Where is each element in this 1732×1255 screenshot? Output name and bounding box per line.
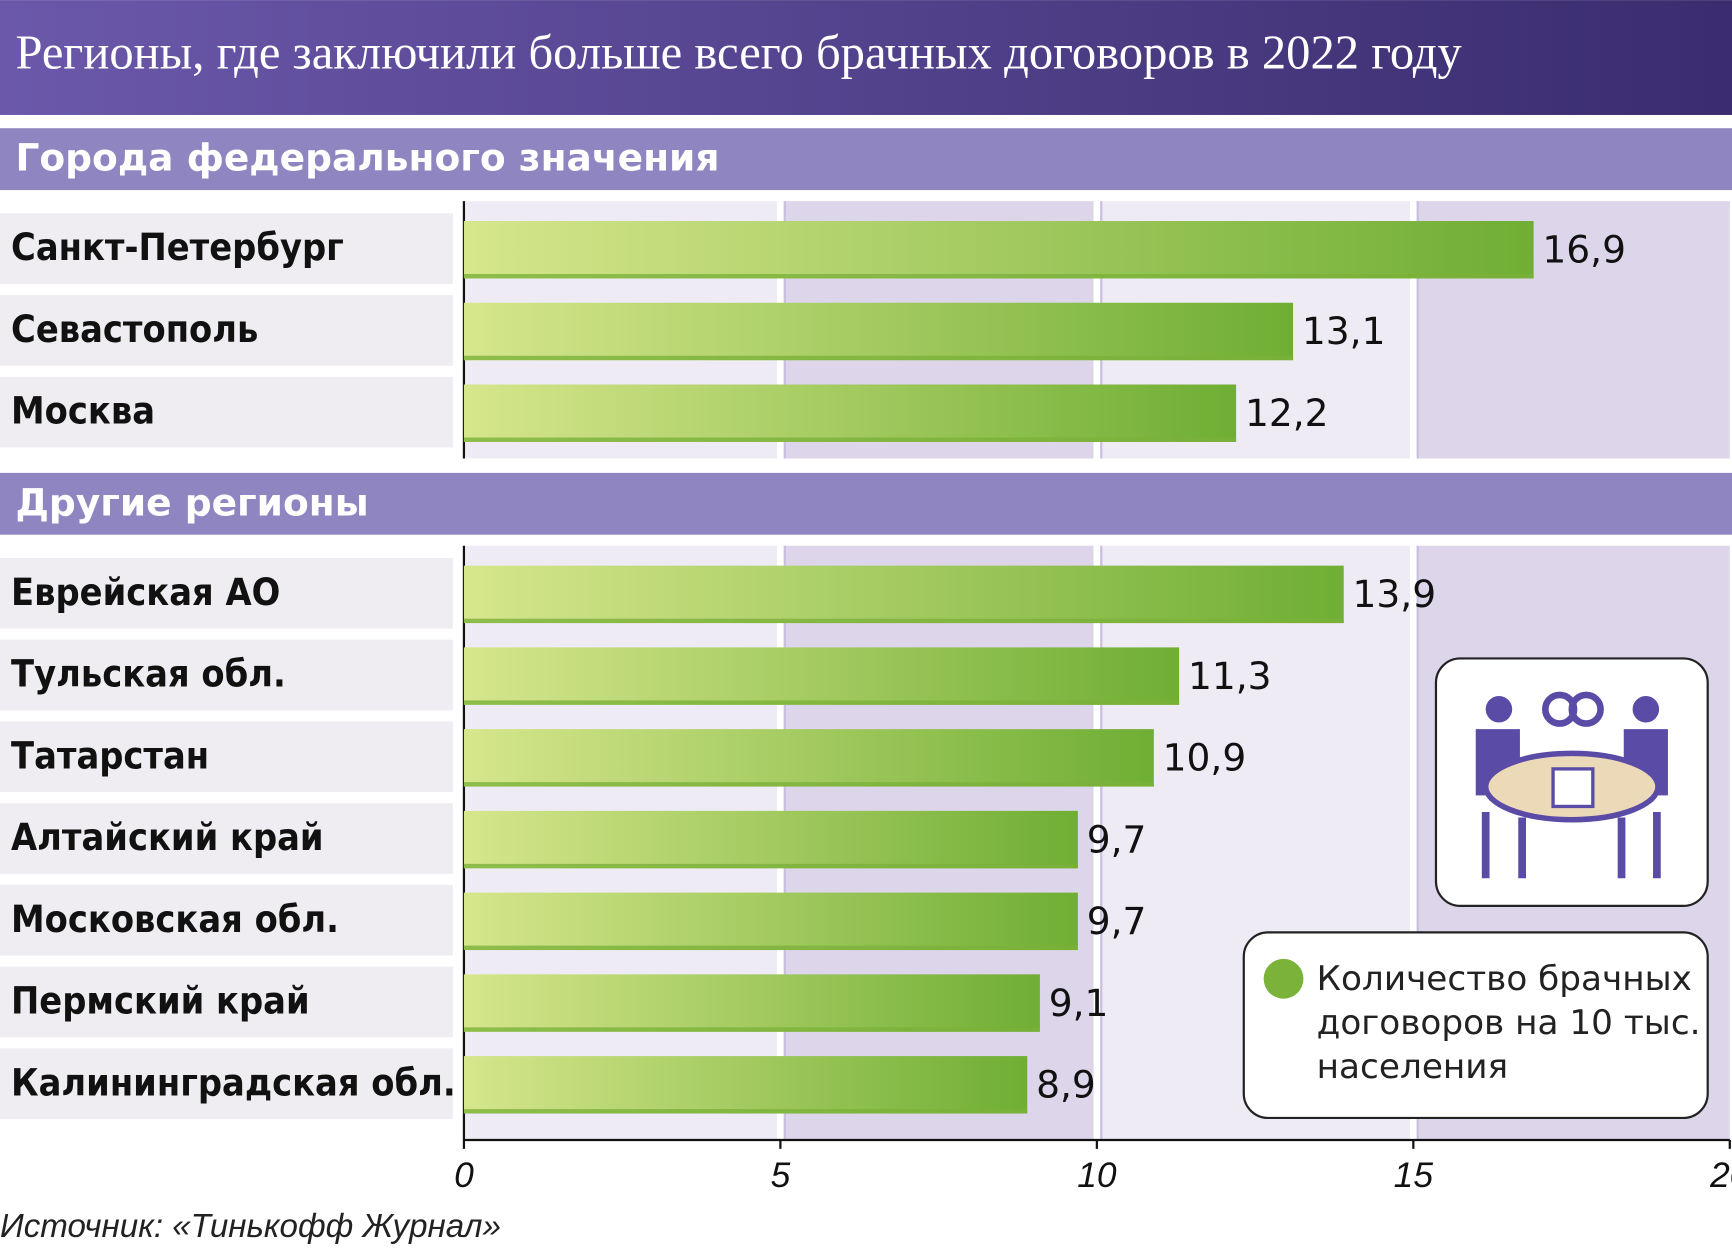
- bar: [463, 974, 1040, 1032]
- bar: [463, 302, 1294, 361]
- category-label: Еврейская АО: [11, 570, 280, 614]
- x-tick-label: 15: [1394, 1156, 1434, 1195]
- icon-box: [1434, 657, 1709, 907]
- legend-box: Количество брачных договоров на 10 тыс. …: [1242, 931, 1709, 1120]
- bar: [463, 892, 1078, 951]
- category-box: [0, 557, 453, 629]
- value-label: 13,1: [1302, 309, 1386, 353]
- category-label: Севастополь: [11, 307, 258, 351]
- bar: [463, 729, 1154, 787]
- x-tick-label: 20: [1709, 1156, 1732, 1195]
- section-header: [0, 472, 1732, 535]
- category-label: Калининградская обл.: [11, 1060, 456, 1104]
- value-label: 8,9: [1036, 1063, 1096, 1107]
- section-header: [0, 128, 1732, 191]
- bar-edge: [463, 945, 1078, 951]
- category-box: [0, 213, 453, 284]
- bar: [463, 810, 1078, 869]
- category-box: [0, 884, 453, 956]
- x-tick-label: 0: [454, 1156, 474, 1195]
- category-box: [0, 1048, 453, 1120]
- category-box: [0, 639, 453, 711]
- value-label: 12,2: [1245, 391, 1329, 435]
- category-label: Москва: [11, 389, 155, 433]
- bar-edge: [463, 782, 1154, 787]
- value-label: 16,9: [1542, 227, 1626, 271]
- bar-edge: [463, 700, 1180, 705]
- category-box: [0, 721, 453, 793]
- bar: [463, 647, 1180, 705]
- section-title: Города федерального значения: [15, 136, 719, 180]
- bar-edge: [463, 1109, 1028, 1114]
- value-label: 10,9: [1163, 736, 1247, 780]
- bar-edge: [463, 274, 1534, 279]
- value-label: 9,1: [1049, 981, 1109, 1025]
- value-label: 11,3: [1188, 654, 1272, 698]
- bar-edge: [463, 618, 1344, 624]
- value-label: 9,7: [1087, 899, 1147, 943]
- bar-edge: [463, 437, 1237, 442]
- bar: [463, 1056, 1028, 1114]
- x-tick-label: 5: [771, 1156, 791, 1195]
- chart-title: Регионы, где заключили больше всего брач…: [15, 26, 1462, 80]
- legend-label: Количество брачных договоров на 10 тыс. …: [1316, 958, 1701, 1088]
- category-box: [0, 966, 453, 1038]
- value-label: 13,9: [1353, 572, 1437, 616]
- category-box: [0, 295, 453, 366]
- category-box: [0, 376, 453, 448]
- category-label: Московская обл.: [11, 897, 339, 941]
- legend-text: Количество брачных договоров на 10 тыс. …: [1316, 958, 1701, 1088]
- category-label: Татарстан: [11, 733, 209, 777]
- category-label: Тульская обл.: [11, 652, 286, 696]
- bar: [463, 221, 1534, 279]
- x-tick-label: 10: [1077, 1156, 1117, 1195]
- section-title: Другие регионы: [15, 480, 368, 524]
- bar-edge: [463, 355, 1294, 361]
- category-label: Пермский край: [11, 979, 310, 1023]
- title-bar: [0, 0, 1732, 115]
- category-box: [0, 803, 453, 874]
- category-label: Санкт-Петербург: [11, 225, 344, 269]
- source: Источник: «Тинькофф Журнал»: [0, 1208, 501, 1245]
- bar: [463, 384, 1237, 442]
- value-label: 9,7: [1087, 817, 1147, 861]
- bar: [463, 565, 1344, 624]
- legend-swatch: [1263, 958, 1304, 999]
- bar-edge: [463, 1027, 1040, 1032]
- bar-edge: [463, 863, 1078, 869]
- category-label: Алтайский край: [11, 815, 324, 859]
